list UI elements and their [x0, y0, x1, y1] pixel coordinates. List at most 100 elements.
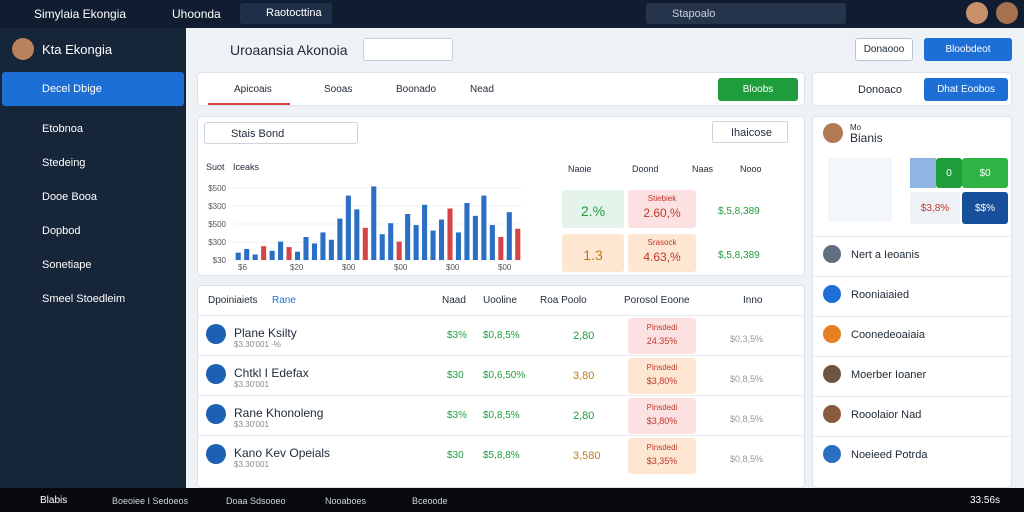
list-item[interactable]: Coonedeoaiaia	[851, 329, 926, 341]
tile: $$%	[962, 192, 1008, 224]
chart-filter[interactable]: Ihaicose	[712, 121, 788, 143]
bar	[354, 209, 360, 260]
row-tag-value: $3,80%	[646, 376, 678, 386]
bar	[320, 232, 326, 260]
row-name: Plane Ksilty	[234, 326, 297, 340]
y-tick-label: $300	[208, 238, 226, 247]
y-tick-label: $500	[208, 220, 226, 229]
row-sub: $3.30'001 -%	[234, 340, 281, 349]
bar	[286, 247, 292, 260]
nav-item[interactable]: Stedeing	[42, 157, 86, 169]
table-card	[197, 285, 805, 488]
nav-item[interactable]: Dooe Booa	[42, 191, 98, 203]
table-header: Inno	[743, 295, 763, 306]
workspace[interactable]: Uhoonda	[172, 7, 221, 21]
row-value: 3,580	[573, 450, 601, 462]
avatar[interactable]	[966, 2, 988, 24]
dropdown[interactable]	[363, 38, 453, 61]
row-name: Chtkl I Edefax	[234, 366, 309, 380]
nav-item[interactable]: Smeel Stoedleim	[42, 293, 126, 305]
list-icon	[823, 365, 841, 383]
tab[interactable]: Sooas	[324, 84, 353, 95]
header-button[interactable]: Donaooo	[855, 38, 913, 61]
bar	[472, 215, 478, 260]
metric-cell: 4.63,%	[643, 250, 681, 264]
side-button[interactable]: Dhat Eoobos	[924, 78, 1008, 101]
bar	[328, 239, 334, 260]
metric-header: Naoie	[568, 164, 592, 174]
row-change: $0,8,5%	[483, 330, 520, 341]
list-item[interactable]: Nert a Ieoanis	[851, 249, 920, 261]
row-price: $30	[447, 370, 464, 381]
task-app[interactable]: Bceoode	[412, 496, 448, 506]
metric-cell: $,5,8,389	[718, 250, 760, 261]
bar	[430, 230, 436, 260]
tab[interactable]: Nead	[470, 84, 494, 95]
header-button[interactable]: Bloobdeot	[924, 38, 1012, 61]
panel-kicker: Mo	[850, 123, 862, 132]
topbar	[0, 0, 1024, 28]
metric-cell: 2.%	[562, 190, 624, 228]
row-last: $0,3,5%	[730, 334, 764, 344]
task-app[interactable]: Doaa Sdsooeo	[226, 496, 286, 506]
tabs-card	[197, 72, 805, 106]
user-name: Kta Ekongia	[42, 42, 113, 57]
task-app[interactable]: Nooaboes	[325, 496, 367, 506]
nav-item[interactable]: Sonetiape	[42, 259, 92, 271]
row-change: $0,6,50%	[483, 370, 526, 381]
nav-item[interactable]: Decel Dbige	[42, 83, 102, 95]
list-item[interactable]: Moerber Ioaner	[851, 369, 927, 381]
table-header: Porosol Eoone	[624, 295, 690, 306]
avatar[interactable]	[996, 2, 1018, 24]
list-line	[812, 356, 1012, 357]
nav-item[interactable]: Dopbod	[42, 225, 81, 237]
x-tick-label: $00	[498, 263, 512, 272]
bar	[345, 195, 351, 260]
list-line	[812, 236, 1012, 237]
tab[interactable]: Raotocttina	[240, 3, 332, 24]
tile: $3,8%	[910, 192, 960, 224]
legend: Suot	[206, 162, 225, 172]
bar	[447, 208, 453, 260]
list-icon	[823, 325, 841, 343]
y-tick-label: $500	[208, 184, 226, 193]
table-header: Dpoiniaiets	[208, 295, 258, 306]
list-item[interactable]: Rooolaior Nad	[851, 409, 922, 421]
row-sub: $3.30'001	[234, 380, 269, 389]
legend: Iceaks	[233, 162, 260, 172]
nav-item[interactable]: Etobnoa	[42, 123, 83, 135]
bar	[455, 232, 462, 260]
y-tick-label: $30	[213, 256, 227, 265]
row-tag-value: $3,80%	[646, 416, 678, 426]
y-tick-label: $300	[208, 202, 226, 211]
bar	[506, 212, 512, 260]
bar	[396, 241, 402, 260]
page-title: Uroaansia Akonoia	[230, 42, 348, 58]
bar	[405, 214, 411, 260]
tab-action[interactable]: Bloobs	[718, 78, 798, 101]
metric-label: Stiebiek	[628, 190, 696, 228]
list-item[interactable]: Noeieed Potrda	[851, 449, 928, 461]
metric-cell: $,5,8,389	[718, 206, 760, 217]
search[interactable]: Stapoalo	[646, 3, 846, 24]
user-avatar	[12, 38, 34, 60]
bar	[489, 225, 495, 260]
tab[interactable]: Boonado	[396, 84, 437, 95]
tab[interactable]: Apicoais	[234, 84, 272, 95]
bar	[464, 202, 470, 260]
x-tick-label: $00	[342, 263, 356, 272]
list-icon	[823, 285, 841, 303]
list-line	[812, 396, 1012, 397]
thumb	[828, 158, 892, 222]
task-app[interactable]: Boeoiee I Sedoeos	[112, 496, 189, 506]
row-name: Kano Kev Opeials	[234, 446, 331, 460]
row-value: 2,80	[573, 330, 595, 342]
row-tag: Pinsdedi	[628, 398, 696, 434]
list-line	[812, 276, 1012, 277]
taskbar-start[interactable]: Blabis	[40, 495, 68, 506]
metric-cell: 1.3	[562, 234, 624, 272]
list-item[interactable]: Rooniaiaied	[851, 289, 910, 301]
chart: $500 $300 $500 $300 $30 $6 $20 $00 $00 $00 $00	[208, 184, 522, 272]
row-line	[197, 315, 805, 316]
